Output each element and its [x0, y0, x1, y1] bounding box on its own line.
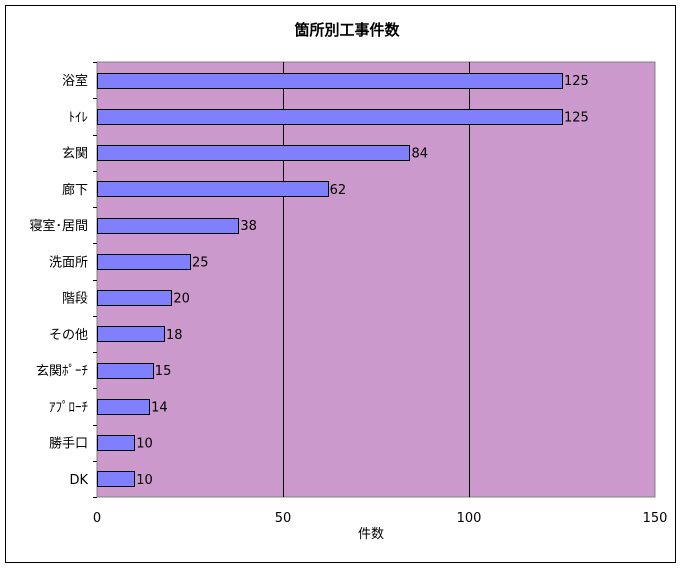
category-label-10: ｱﾌﾟﾛｰﾁ	[49, 400, 88, 415]
bar-1	[97, 73, 563, 89]
category-label-1: 浴室	[62, 73, 88, 89]
data-label-4: 62	[330, 183, 347, 198]
data-label-3: 84	[411, 147, 428, 162]
plot-area	[96, 61, 656, 498]
data-label-7: 20	[173, 292, 190, 307]
bar-7	[97, 290, 172, 306]
category-label-7: 階段	[62, 292, 88, 307]
bar-12	[97, 471, 135, 487]
x-axis-title: 件数	[358, 527, 384, 542]
bar-5	[97, 218, 239, 234]
category-label-4: 廊下	[62, 182, 88, 198]
bar-10	[97, 399, 150, 415]
data-label-5: 38	[240, 219, 257, 234]
bar-2	[97, 109, 563, 125]
bar-9	[97, 363, 154, 379]
data-label-6: 25	[192, 255, 209, 270]
chart-frame: 箇所別工事件数 浴室 ﾄｲﾚ 玄関廊下寝室･居間洗面所階段その他玄関ﾎﾟｰﾁ ｱﾌﾟﾛ…	[5, 5, 676, 563]
data-label-2: 125	[564, 110, 589, 125]
x-tick-label-150: 150	[643, 511, 668, 526]
bar-8	[97, 326, 165, 342]
bar-6	[97, 254, 191, 270]
category-label-11: 勝手口	[49, 437, 88, 452]
category-label-8: その他	[49, 328, 88, 343]
data-label-12: 10	[136, 473, 153, 488]
data-label-1: 125	[564, 74, 589, 89]
category-label-6: 洗面所	[49, 255, 88, 270]
x-tick-label-100: 100	[457, 511, 482, 526]
bar-4	[97, 181, 329, 197]
bar-3	[97, 145, 410, 161]
data-label-10: 14	[151, 400, 168, 415]
category-label-3: 玄関	[62, 147, 88, 162]
category-label-12: DK	[69, 473, 88, 488]
chart-title: 箇所別工事件数	[293, 21, 400, 39]
bar-11	[97, 435, 135, 451]
x-tick-label-0: 0	[93, 511, 101, 526]
category-label-9: 玄関ﾎﾟｰﾁ	[36, 364, 88, 379]
data-label-8: 18	[166, 328, 183, 343]
data-label-11: 10	[136, 437, 153, 452]
category-label-5: 寝室･居間	[29, 218, 88, 234]
data-label-9: 15	[155, 364, 172, 379]
x-tick-label-50: 50	[275, 511, 292, 526]
category-label-2: ﾄｲﾚ	[69, 110, 89, 125]
